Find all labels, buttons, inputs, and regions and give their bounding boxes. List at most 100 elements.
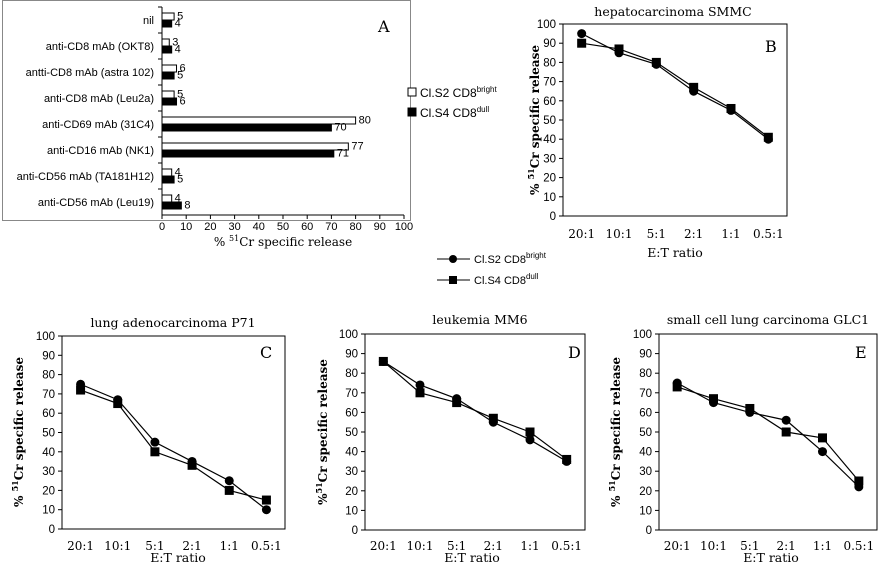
panel-d-y-tick-label: 40: [345, 447, 358, 459]
panel-a-category-label: nil: [143, 15, 154, 27]
panel-a-bar-s1: [161, 168, 173, 177]
panel-a-x-tick-label: 0: [159, 221, 165, 233]
panel-a-bar-s1: [161, 90, 175, 99]
panel-c-y-label: % 51Cr specific release: [10, 357, 26, 507]
panel-a-bar-value-label: 8: [184, 200, 190, 212]
panel-e-y-tick-label: 90: [639, 349, 652, 361]
panel-a-bar-s2: [161, 201, 182, 210]
panel-b-x-tick-label: 10:1: [606, 227, 633, 241]
panel-c-series-1-point: [261, 505, 271, 515]
panel-d-series-2-point: [378, 356, 388, 366]
panel-a-bar-s1: [161, 116, 357, 125]
panel-b-series-2-point: [577, 38, 587, 48]
panel-d-y-tick-label: 70: [345, 388, 358, 400]
panel-c-x-tick-label: 1:1: [220, 539, 239, 553]
panel-c-plot-frame: [61, 335, 286, 530]
panel-b-x-tick-label: 2:1: [684, 227, 703, 241]
panel-b-y-tick-label: 10: [543, 192, 556, 204]
panel-b-x-tick-label: 1:1: [721, 227, 740, 241]
panel-e-x-label: E:T ratio: [743, 550, 799, 565]
panel-d-x-tick-label: 10:1: [407, 539, 434, 553]
panel-d-title: leukemia MM6: [432, 312, 527, 327]
panel-c-x-tick-label: 5:1: [145, 539, 164, 553]
panel-a-bar-s1: [161, 194, 173, 203]
panel-e-x-tick-label: 0.5:1: [843, 539, 874, 553]
panel-e: small cell lung carcinoma GLC1 E 0 10 20 30 40…: [607, 312, 878, 565]
panel-e-series-2-point: [745, 403, 755, 413]
legend-bar-swatch: [407, 87, 417, 97]
panel-b-series-2-line: [581, 42, 769, 138]
panel-a-bar-value-label: 6: [180, 63, 186, 75]
panel-b-y-tick-label: 80: [543, 57, 556, 69]
panel-b-y-tick-label: 50: [543, 115, 556, 127]
panel-a-x-tick-label: 40: [253, 221, 265, 233]
panel-c-series-2-point: [113, 399, 123, 409]
panel-b-title: hepatocarcinoma SMMC: [594, 4, 751, 19]
panel-e-y-tick-label: 50: [639, 427, 652, 439]
panel-d: leukemia MM6 D 0 10 20 30 40 50 60 70 80 90 100 20:1 1…: [314, 312, 586, 565]
panel-c-y-tick-label: 30: [42, 466, 55, 478]
panel-b-series-1-line: [581, 33, 769, 140]
panel-b-x-tick-label: 5:1: [647, 227, 666, 241]
panel-c-letter: C: [260, 343, 272, 362]
panel-e-y-tick-label: 100: [633, 329, 652, 341]
panel-d-series-1-line: [383, 360, 567, 462]
legend-line-label: Cl.S2 CD8bright: [474, 251, 547, 266]
panel-e-x-tick-label: 5:1: [740, 539, 759, 553]
panel-b-y-tick-label: 100: [537, 19, 556, 31]
panel-e-x-tick-label: 20:1: [664, 539, 691, 553]
panel-a-category-label: anti-CD16 mAb (NK1): [47, 145, 154, 157]
panel-d-y-tick-label: 20: [345, 486, 358, 498]
panel-a-bar-value-label: 4: [175, 167, 181, 179]
panel-b-series-2-point: [763, 132, 773, 142]
panel-a-bar-value-label: 3: [172, 37, 178, 49]
panel-d-y-tick-label: 100: [339, 329, 358, 341]
panel-e-y-tick-label: 10: [639, 505, 652, 517]
panel-d-x-label: E:T ratio: [444, 550, 500, 565]
panel-a-bar-value-label: 77: [351, 141, 363, 153]
legend-bars: Cl.S2 CD8bright Cl.S4 CD8dull: [407, 85, 497, 120]
panel-a-bar-s2: [161, 149, 335, 158]
panel-c-y-tick-label: 70: [42, 389, 55, 401]
panel-a-bar-value-label: 70: [334, 122, 346, 134]
panel-a-x-tick-label: 80: [349, 221, 361, 233]
panel-c-x-tick-label: 2:1: [182, 539, 201, 553]
panel-e-series-2-line: [676, 386, 860, 482]
panel-a-bar-s2: [161, 19, 173, 28]
panel-a-bar-s1: [161, 12, 175, 21]
panel-e-series-2-point: [709, 394, 718, 404]
panel-e-series-2-point: [781, 427, 791, 437]
panel-a-x-tick-label: 50: [277, 221, 289, 233]
panel-d-series-2-point: [562, 454, 572, 464]
panel-d-y-tick-label: 60: [345, 407, 358, 419]
panel-d-letter: D: [568, 343, 581, 362]
legend-bar-swatch: [407, 107, 417, 117]
panel-a-bar-s2: [161, 123, 332, 132]
panel-d-series-2-line: [382, 360, 568, 460]
panel-a-bar-s2: [161, 175, 175, 184]
panel-e-y-tick-label: 60: [639, 407, 652, 419]
panel-a-bar-value-label: 6: [180, 96, 186, 108]
legend-lines: Cl.S2 CD8bright Cl.S4 CD8dull: [437, 251, 547, 287]
panel-c: lung adenocarcinoma P71 C 0 10 20 30 40 50 60 70 8…: [10, 315, 286, 565]
panel-a-category-label: anti-CD56 mAb (TA181H12): [17, 171, 154, 183]
panel-c-y-tick-label: 100: [36, 331, 55, 343]
panel-e-series-2-point: [672, 382, 682, 392]
panel-e-letter: E: [855, 343, 867, 362]
legend-bar-label: Cl.S4 CD8dull: [420, 105, 489, 120]
panel-a-category-label: antti-CD8 mAb (astra 102): [26, 67, 154, 79]
panel-a-bar-value-label: 4: [175, 193, 181, 205]
panel-b-y-tick-label: 60: [543, 96, 556, 108]
panel-a-bar-s2: [161, 97, 178, 106]
panel-c-title: lung adenocarcinoma P71: [90, 315, 255, 330]
panel-d-y-tick-label: 10: [345, 505, 358, 517]
panel-d-y-tick-label: 90: [345, 349, 358, 361]
panel-a-bar-value-label: 71: [337, 148, 349, 160]
panel-d-y-tick-label: 30: [345, 466, 358, 478]
panel-e-series-1-line: [676, 382, 860, 488]
panel-b-y-tick-label: 70: [543, 77, 556, 89]
panel-c-series-1-point: [150, 437, 160, 447]
panel-e-x-tick-label: 1:1: [813, 539, 832, 553]
legend-circle-marker: [449, 255, 457, 263]
